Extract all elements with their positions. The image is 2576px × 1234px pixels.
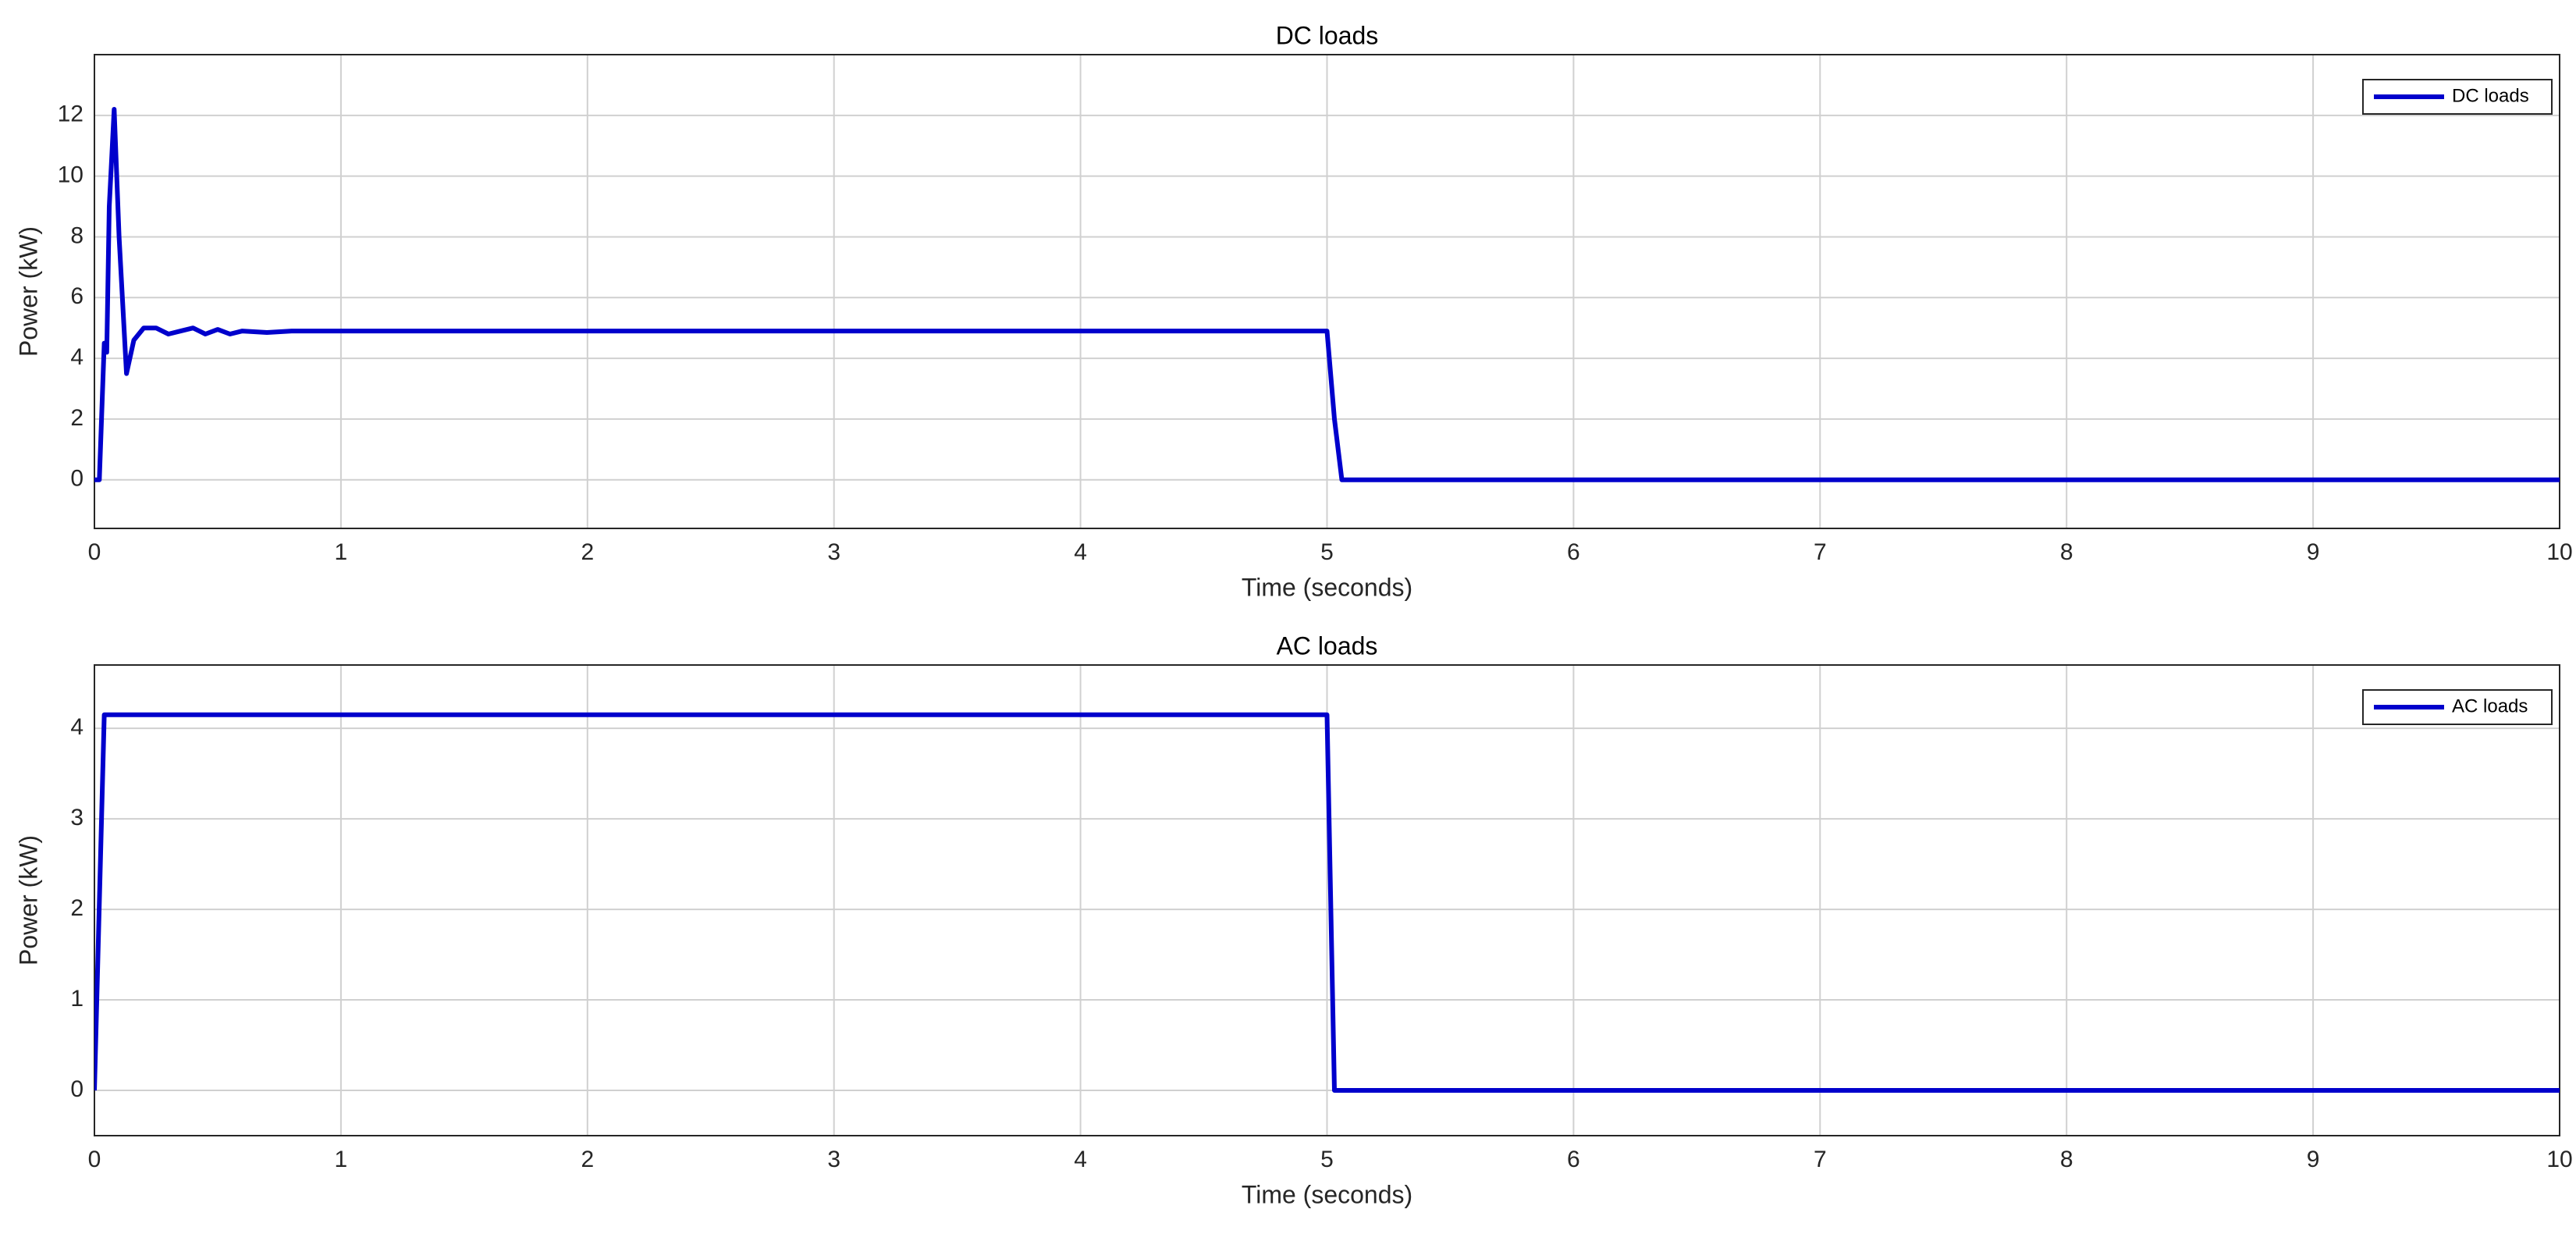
y-tick-label: 2 <box>70 895 83 921</box>
x-axis-label: Time (seconds) <box>1242 573 1412 601</box>
x-tick-label: 8 <box>2060 1147 2073 1172</box>
y-tick-label: 0 <box>70 1076 83 1102</box>
x-tick-label: 7 <box>1814 539 1827 565</box>
x-tick-label: 9 <box>2307 539 2320 565</box>
legend: DC loads <box>2362 79 2553 115</box>
y-tick-label: 12 <box>58 101 83 127</box>
x-tick-label: 6 <box>1567 1147 1580 1172</box>
x-tick-label: 4 <box>1074 1147 1087 1172</box>
x-tick-label: 2 <box>581 1147 594 1172</box>
x-tick-label: 3 <box>827 539 840 565</box>
x-tick-label: 0 <box>88 1147 101 1172</box>
x-tick-label: 1 <box>335 539 348 565</box>
x-tick-label: 7 <box>1814 1147 1827 1172</box>
y-tick-label: 10 <box>58 162 83 188</box>
legend-label: DC loads <box>2452 85 2529 106</box>
legend: AC loads <box>2362 689 2553 725</box>
chart-title: AC loads <box>1277 631 1378 660</box>
y-tick-label: 2 <box>70 405 83 431</box>
x-tick-label: 8 <box>2060 539 2073 565</box>
chart: 0 1 2 3 4 5 6 7 8 9 10 0 1 2 3 4 AC loads Time (seconds) P… <box>14 631 2572 1208</box>
y-axis-label: Power (kW) <box>14 835 42 966</box>
x-axis-label: Time (seconds) <box>1242 1180 1412 1208</box>
data-line <box>94 107 2560 482</box>
y-tick-label: 4 <box>70 344 83 370</box>
x-tick-label: 5 <box>1320 539 1334 565</box>
x-tick-label: 3 <box>827 1147 840 1172</box>
x-tick-label: 0 <box>88 539 101 565</box>
y-tick-label: 6 <box>70 283 83 309</box>
plot-frame <box>94 664 2560 1136</box>
y-tick-label: 1 <box>70 986 83 1012</box>
plot-frame <box>94 54 2560 529</box>
x-tick-label: 1 <box>335 1147 348 1172</box>
chart-title: DC loads <box>1276 21 1379 49</box>
x-tick-label: 5 <box>1320 1147 1334 1172</box>
x-tick-label: 4 <box>1074 539 1087 565</box>
y-tick-label: 8 <box>70 222 83 248</box>
y-tick-label: 0 <box>70 466 83 492</box>
x-tick-label: 6 <box>1567 539 1580 565</box>
x-tick-label: 9 <box>2307 1147 2320 1172</box>
y-tick-label: 4 <box>70 714 83 740</box>
x-tick-label: 10 <box>2546 1147 2572 1172</box>
x-tick-label: 2 <box>581 539 594 565</box>
y-tick-label: 3 <box>70 805 83 830</box>
data-line <box>94 712 2560 1093</box>
y-axis-label: Power (kW) <box>14 226 42 357</box>
legend-label: AC loads <box>2452 695 2528 717</box>
x-tick-label: 10 <box>2546 539 2572 565</box>
